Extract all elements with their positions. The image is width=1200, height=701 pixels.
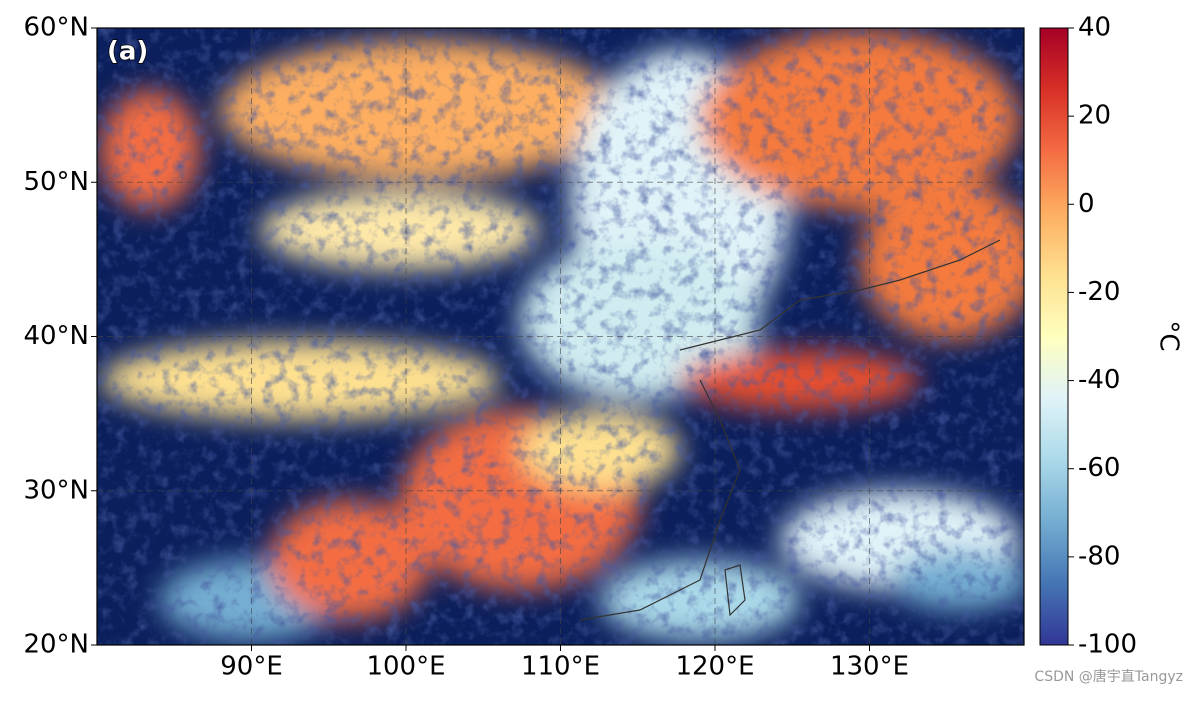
colorbar-tick-label: -100: [1078, 630, 1137, 660]
x-tick-label: 120°E: [675, 652, 754, 682]
y-tick-label: 30°N: [23, 475, 89, 505]
panel-label: (a): [107, 37, 148, 67]
colorbar-tick-label: -20: [1078, 277, 1120, 307]
colorbar-label: °C: [1154, 320, 1184, 351]
colorbar-tick-label: -80: [1078, 541, 1120, 571]
colorbar-tick-label: 20: [1078, 101, 1111, 131]
y-tick-label: 60°N: [23, 13, 89, 43]
x-tick-label: 130°E: [830, 652, 909, 682]
coastline: [579, 239, 1001, 621]
x-tick-label: 110°E: [521, 652, 600, 682]
watermark: CSDN @唐宇直Tangyz: [1034, 668, 1183, 685]
colorbar-tick-label: -40: [1078, 365, 1120, 395]
x-tick-label: 100°E: [366, 652, 445, 682]
y-tick-label: 50°N: [23, 167, 89, 197]
colorbar-tick-label: -60: [1078, 453, 1120, 483]
x-tick-label: 90°E: [220, 652, 283, 682]
colorbar: [1039, 27, 1069, 646]
colorbar-tick-label: 40: [1078, 13, 1111, 43]
y-tick-label: 20°N: [23, 630, 89, 660]
y-tick-label: 40°N: [23, 321, 89, 351]
colorbar-tick-label: 0: [1078, 189, 1095, 219]
